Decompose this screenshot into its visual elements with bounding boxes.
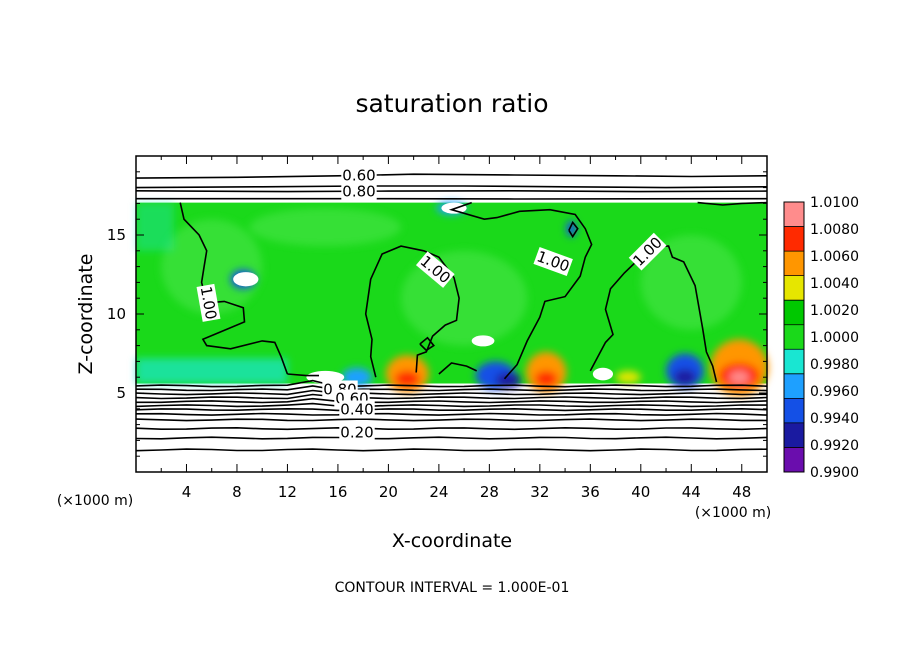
colorbar-swatch <box>784 422 804 448</box>
chart-title: saturation ratio <box>355 89 548 118</box>
y-tick-label: 10 <box>107 305 126 323</box>
contour-label: 1.00 <box>197 285 221 321</box>
contour-line <box>135 426 768 431</box>
colorbar-swatch <box>784 324 804 350</box>
colorbar-swatch <box>784 349 804 375</box>
colorbar-label: 0.9900 <box>810 465 859 481</box>
colorbar-swatch <box>784 275 804 301</box>
contour-line <box>135 173 768 179</box>
contour-line <box>135 393 768 400</box>
colorbar-swatch <box>784 251 804 277</box>
contour-line <box>135 379 768 388</box>
contour-label-bg <box>341 182 377 201</box>
y-tick-label: 15 <box>107 226 126 244</box>
colorbar-label: 1.0100 <box>810 195 859 211</box>
contour-1.00 <box>179 202 289 375</box>
contour-label-bg <box>341 166 377 185</box>
clear-pocket <box>592 367 614 381</box>
x-axis-title: X-coordinate <box>392 530 512 552</box>
x-tick-label: 24 <box>429 483 448 501</box>
contour-line <box>135 436 768 440</box>
colorbar-swatch <box>784 226 804 252</box>
contour-label: 0.60 <box>342 167 375 185</box>
x-tick-label: 28 <box>480 483 499 501</box>
colorbar-swatch <box>784 300 804 326</box>
contour-line <box>135 185 768 189</box>
contour-line <box>135 389 768 396</box>
contour-1.00 <box>438 362 478 375</box>
contour-label-bg <box>533 247 573 277</box>
colorbar-label: 0.9980 <box>810 357 859 373</box>
x-tick-label: 4 <box>182 483 192 501</box>
contour-line <box>135 385 768 392</box>
colorbar-frame <box>783 201 805 473</box>
y-axis-title: Z-coordinate <box>75 254 97 375</box>
colorbar-swatch <box>784 373 804 399</box>
contour-label-bg <box>628 232 667 271</box>
colorbar-label: 1.0000 <box>810 330 859 346</box>
contour-1.00 <box>287 373 319 377</box>
contour-lines <box>135 173 768 452</box>
contour-line <box>135 448 768 452</box>
saturation-field <box>136 201 769 397</box>
x-tick-label: 36 <box>581 483 600 501</box>
field-variation <box>161 208 742 346</box>
x-tick-label: 44 <box>682 483 701 501</box>
clear-pocket <box>471 335 495 347</box>
colorbar-label: 1.0020 <box>810 303 859 319</box>
contour-label-bg <box>196 283 221 322</box>
clear-pocket <box>306 370 345 384</box>
contour-line <box>135 402 768 408</box>
colorbar-label: 1.0040 <box>810 276 859 292</box>
colorbar-label: 0.9940 <box>810 411 859 427</box>
contour-line <box>135 189 768 193</box>
contour-label: 0.80 <box>342 183 375 201</box>
contour-label-bg <box>339 400 375 419</box>
contour-small <box>419 336 435 352</box>
x-tick-label: 48 <box>732 483 751 501</box>
x-tick-label: 12 <box>278 483 297 501</box>
x-axis-unit: (×1000 m) <box>695 505 771 521</box>
contour-label: 0.40 <box>340 401 373 419</box>
contour-line <box>135 418 768 422</box>
contour-line <box>136 397 768 404</box>
contour-label-bg <box>339 423 375 442</box>
colorbar-label: 1.0080 <box>810 222 859 238</box>
contour-label-bg <box>415 251 455 288</box>
colorbar <box>783 201 805 473</box>
contour-1.00 <box>697 201 768 206</box>
x-tick-label: 40 <box>631 483 650 501</box>
colorbar-label: 0.9920 <box>810 438 859 454</box>
contour-1.00 <box>448 201 593 380</box>
colorbar-label: 0.9960 <box>810 384 859 400</box>
contour-small <box>568 220 579 239</box>
x-tick-label: 16 <box>328 483 347 501</box>
contour-line <box>135 412 768 416</box>
y-axis-unit: (×1000 m) <box>57 493 133 509</box>
contour-label: 0.20 <box>340 424 373 442</box>
colorbar-swatch <box>784 202 804 228</box>
colorbar-label: 1.0060 <box>810 249 859 265</box>
x-tick-label: 20 <box>379 483 398 501</box>
supersaturated-spots <box>385 339 769 397</box>
tick-marks <box>136 156 767 472</box>
x-tick-label: 32 <box>530 483 549 501</box>
contour-interval-note: CONTOUR INTERVAL = 1.000E-01 <box>335 580 570 596</box>
colorbar-swatch <box>784 398 804 424</box>
contour-line <box>135 407 768 412</box>
x-tick-label: 8 <box>232 483 242 501</box>
y-tick-label: 5 <box>116 384 126 402</box>
clear-pocket <box>233 272 259 287</box>
colorbar-swatch <box>784 447 804 473</box>
